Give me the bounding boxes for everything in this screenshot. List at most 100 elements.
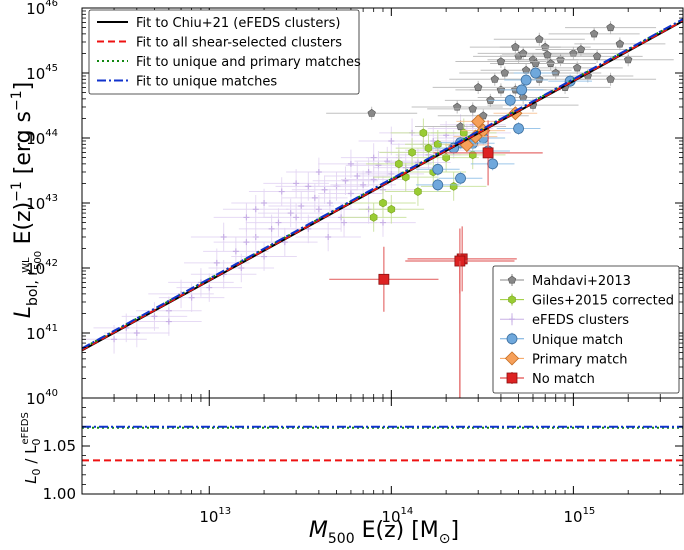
data-point — [287, 210, 294, 217]
data-point — [347, 190, 354, 197]
data-point — [347, 160, 354, 167]
data-point — [133, 330, 140, 336]
data-point — [500, 68, 509, 77]
data-point — [482, 147, 494, 159]
legend-item: eFEDS clusters — [500, 313, 629, 328]
data-point — [213, 259, 220, 266]
legend-label: Mahdavi+2013 — [532, 274, 631, 289]
x-tick-label: 1013 — [199, 506, 231, 526]
series-no-match — [329, 120, 543, 312]
data-point — [165, 318, 172, 325]
data-point — [378, 273, 390, 285]
data-point — [379, 198, 387, 208]
data-point — [453, 102, 462, 111]
data-point — [449, 182, 458, 191]
ratio-y-tick-label: 1.00 — [43, 485, 76, 503]
data-point — [395, 159, 403, 169]
data-point — [360, 181, 367, 188]
data-point — [293, 180, 300, 187]
data-point — [430, 137, 437, 144]
legend-label: Primary match — [532, 352, 627, 367]
y-tick-label: 1044 — [26, 128, 58, 148]
data-point — [520, 74, 532, 86]
data-point — [442, 153, 450, 162]
legend-box — [88, 9, 360, 95]
fit-line-fit-to-all-shear-selected-clusters — [82, 19, 683, 351]
data-point — [206, 284, 213, 291]
ratio-y-axis-title: L0 / L0eFEDS — [20, 412, 43, 484]
ratio-y-tick-label: 1.05 — [43, 437, 76, 455]
data-point — [511, 42, 520, 51]
legend-label: Fit to unique and primary matches — [136, 55, 361, 70]
y-tick-label: 1045 — [26, 63, 58, 83]
y-tick-label: 1043 — [26, 193, 58, 213]
data-point — [589, 29, 599, 38]
data-point — [424, 143, 433, 153]
legend-label: Fit to all shear-selected clusters — [136, 36, 342, 51]
data-point — [367, 108, 376, 117]
data-point — [252, 206, 259, 213]
data-point — [496, 57, 506, 66]
legend-label: Fit to unique matches — [136, 75, 277, 90]
data-point — [220, 233, 227, 240]
data-point — [388, 170, 395, 177]
legend-item: Fit to unique matches — [97, 75, 277, 90]
fit-line-fit-to-unique-matches — [82, 18, 683, 350]
data-point — [487, 158, 499, 170]
data-point — [326, 200, 333, 206]
data-point — [624, 55, 633, 64]
legend-item: Unique match — [500, 332, 623, 348]
data-point — [341, 219, 348, 226]
data-point — [513, 123, 524, 134]
data-point — [188, 294, 195, 301]
data-point — [569, 49, 578, 58]
data-point — [468, 104, 477, 113]
data-point — [278, 188, 285, 195]
data-point — [519, 49, 528, 58]
x-tick-label: 1014 — [381, 506, 413, 526]
data-point — [370, 154, 377, 161]
data-point — [530, 67, 541, 79]
y-tick-label: 1041 — [26, 323, 58, 343]
data-point — [592, 52, 602, 60]
data-point — [243, 214, 250, 221]
legend-item: No match — [500, 372, 595, 387]
legend-item: Primary match — [500, 351, 627, 367]
series-giles-2015-corrected — [340, 118, 506, 232]
data-point — [479, 111, 488, 120]
data-point — [325, 233, 332, 240]
data-point — [490, 74, 499, 83]
legend-label: No match — [532, 372, 595, 387]
data-point — [474, 83, 483, 91]
legend-marker — [504, 351, 520, 366]
x-axis-title: M500 E(z) [M⊙] — [309, 518, 459, 545]
data-point — [384, 158, 391, 165]
legend-item: Mahdavi+2013 — [500, 274, 631, 289]
legend-marker — [507, 275, 517, 284]
data-point — [321, 186, 328, 193]
data-point — [111, 336, 118, 343]
data-point — [615, 39, 625, 48]
legend-item: Fit to all shear-selected clusters — [97, 36, 342, 51]
data-point — [535, 34, 544, 43]
data-point — [432, 163, 444, 175]
data-point — [419, 128, 428, 138]
data-point — [471, 114, 486, 129]
data-point — [151, 313, 158, 320]
data-point — [606, 74, 615, 83]
data-point — [455, 172, 466, 184]
data-point — [342, 177, 349, 184]
data-point — [543, 50, 552, 59]
legend-item: Giles+2015 corrected — [500, 293, 674, 309]
data-point — [408, 148, 416, 157]
data-point — [369, 213, 378, 222]
data-point — [432, 179, 444, 191]
data-point — [516, 84, 528, 96]
data-point — [379, 219, 386, 226]
legend-marker — [506, 372, 518, 384]
x-tick-label: 1015 — [563, 506, 595, 526]
y-tick-label: 1040 — [26, 388, 58, 408]
legend-label: Unique match — [532, 333, 623, 348]
